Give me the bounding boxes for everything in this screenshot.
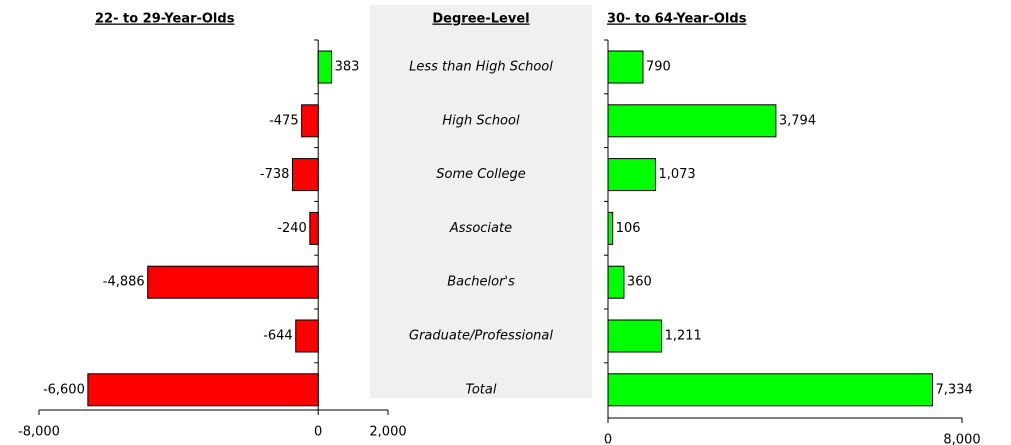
bar bbox=[607, 158, 656, 192]
value-label: 383 bbox=[335, 60, 360, 75]
value-label: 106 bbox=[616, 221, 641, 236]
bar bbox=[607, 211, 614, 245]
x-tick-label: 0 bbox=[604, 433, 612, 445]
value-label: 790 bbox=[646, 60, 671, 75]
bar bbox=[607, 373, 934, 407]
value-label: 360 bbox=[627, 275, 652, 290]
value-label: -738 bbox=[260, 167, 290, 182]
category-label: Associate bbox=[449, 221, 512, 236]
category-label: Some College bbox=[436, 167, 526, 182]
value-label: 1,073 bbox=[658, 167, 695, 182]
category-label: Less than High School bbox=[409, 60, 553, 75]
value-label: -4,886 bbox=[103, 275, 145, 290]
value-label: -644 bbox=[263, 329, 293, 344]
bar bbox=[295, 319, 319, 353]
value-label: 1,211 bbox=[665, 329, 702, 344]
bar bbox=[301, 104, 319, 138]
bar bbox=[317, 50, 333, 84]
chart-title: 22- to 29-Year-Olds bbox=[95, 12, 235, 27]
category-title: Degree-Level bbox=[432, 12, 529, 27]
value-label: -6,600 bbox=[43, 382, 85, 397]
category-label: Total bbox=[466, 382, 497, 397]
bar bbox=[147, 265, 319, 299]
x-tick-label: -8,000 bbox=[18, 425, 60, 440]
x-tick-label: 0 bbox=[314, 425, 322, 440]
value-label: 7,334 bbox=[936, 382, 973, 397]
value-label: 3,794 bbox=[779, 113, 816, 128]
value-label: -475 bbox=[269, 113, 299, 128]
x-tick-label: 8,000 bbox=[943, 433, 980, 445]
x-tick-label: 2,000 bbox=[369, 425, 406, 440]
bar bbox=[87, 373, 319, 407]
category-label: Bachelor's bbox=[447, 275, 515, 290]
bar bbox=[291, 158, 319, 192]
bar bbox=[309, 211, 319, 245]
bar bbox=[607, 265, 625, 299]
category-label: Graduate/Professional bbox=[409, 329, 553, 344]
category-panel bbox=[370, 5, 592, 398]
category-label: High School bbox=[442, 113, 520, 128]
value-label: -240 bbox=[277, 221, 307, 236]
bar bbox=[607, 104, 777, 138]
bar bbox=[607, 50, 644, 84]
bar bbox=[607, 319, 663, 353]
chart-title: 30- to 64-Year-Olds bbox=[607, 12, 747, 27]
